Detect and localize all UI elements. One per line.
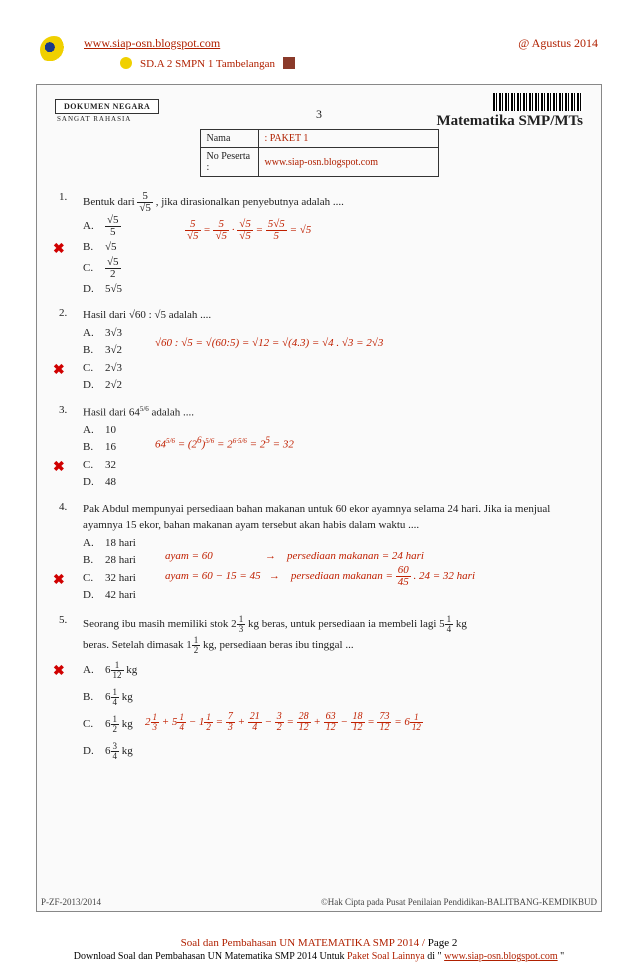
q3-exp: 5/6 [140, 405, 149, 413]
q4-solution: ayam = 60 → persediaan makanan = 24 hari… [165, 547, 475, 589]
identity-table: Nama : PAKET 1 No Peserta : www.siap-osn… [200, 129, 439, 177]
decoration-icon [283, 57, 295, 69]
q1-stem-b: , jika dirasionalkan penyebutnya adalah … [156, 196, 344, 208]
q3-stem-a: Hasil dari 64 [83, 406, 140, 418]
opt-C: C.√52 [83, 257, 583, 280]
bullet-icon [120, 57, 132, 69]
q2-stem: Hasil dari √60 : √5 adalah .... [83, 309, 211, 321]
footer-left: P-ZF-2013/2014 [41, 897, 101, 907]
opt-A: ✖A.6112 kg [83, 661, 583, 680]
x-mark-icon: ✖ [53, 360, 65, 381]
opt-D: D.5√5 [83, 281, 583, 298]
opt-D: D.634 kg [83, 742, 583, 761]
footer-title: Soal dan Pembahasan UN MATEMATIKA SMP 20… [181, 937, 425, 949]
q-number: 5. [59, 614, 67, 626]
question-5: 5. Seorang ibu masih memiliki stok 213 k… [55, 614, 583, 762]
q-body: Pak Abdul mempunyai persediaan bahan mak… [83, 501, 583, 604]
document-badge: DOKUMEN NEGARA [55, 99, 159, 114]
q-body: Bentuk dari 5√5 , jika dirasionalkan pen… [83, 191, 583, 297]
question-3: 3. Hasil dari 645/6 adalah .... A.10 B.1… [55, 404, 583, 491]
x-mark-icon: ✖ [53, 457, 65, 478]
x-mark-icon: ✖ [53, 570, 65, 591]
footer-line-2: Download Soal dan Pembahasan UN Matemati… [0, 951, 638, 962]
q-body: Hasil dari √60 : √5 adalah .... A.3√3 B.… [83, 307, 583, 394]
q-body: Hasil dari 645/6 adalah .... A.10 B.16 ✖… [83, 404, 583, 491]
question-2: 2. Hasil dari √60 : √5 adalah .... A.3√3… [55, 307, 583, 394]
document-footer: Soal dan Pembahasan UN MATEMATIKA SMP 20… [0, 937, 638, 962]
header-url: www.siap-osn.blogspot.com [84, 36, 220, 50]
q2-solution: √60 : √5 = √(60:5) = √12 = √(4.3) = √4 .… [155, 335, 383, 352]
page-footer: P-ZF-2013/2014 ©Hak Cipta pada Pusat Pen… [37, 897, 601, 907]
subject-title: Matematika SMP/MTs [436, 113, 583, 130]
page-number: 3 [316, 107, 322, 122]
scanned-page: DOKUMEN NEGARA SANGAT RAHASIA 3 Matemati… [36, 84, 602, 912]
q5-solution: 213 + 514 − 112 = 73 + 214 − 32 = 2812 +… [145, 712, 423, 733]
footer-right: ©Hak Cipta pada Pusat Penilaian Pendidik… [321, 897, 597, 907]
q3-stem-b: adalah .... [149, 406, 194, 418]
question-4: 4. Pak Abdul mempunyai persediaan bahan … [55, 501, 583, 604]
q3-solution: 645/6 = (26)5/6 = 26·5/6 = 25 = 32 [155, 434, 294, 453]
opt-D: D.42 hari [83, 587, 583, 604]
nopeserta-value: www.siap-osn.blogspot.com [265, 157, 379, 168]
footer-url: www.siap-osn.blogspot.com [444, 951, 558, 962]
question-1: 1. Bentuk dari 5√5 , jika dirasionalkan … [55, 191, 583, 297]
opt-D: D.2√2 [83, 377, 583, 394]
opt-A: A.√55 [83, 215, 583, 238]
opt-B: B.614 kg [83, 688, 583, 707]
footer-dl-c: di " [425, 951, 444, 962]
q1-solution: 5√5 = 5√5 · √5√5 = 5√55 = √5 [185, 219, 311, 242]
footer-line-1: Soal dan Pembahasan UN MATEMATIKA SMP 20… [0, 937, 638, 949]
school-label: SD.A 2 SMPN 1 Tambelangan [140, 58, 275, 70]
nama-label: Nama [200, 130, 258, 148]
opt-D: D.48 [83, 474, 583, 491]
x-mark-icon: ✖ [53, 239, 65, 260]
paket-value: : PAKET 1 [265, 133, 309, 144]
opt-C: ✖C.2√3 [83, 360, 583, 377]
footer-dl-a: Download Soal dan Pembahasan UN Matemati… [74, 951, 347, 962]
x-mark-icon: ✖ [53, 661, 65, 682]
barcode-icon [493, 93, 583, 111]
footer-dl-e: " [558, 951, 565, 962]
opt-B: ✖B.√5 [83, 239, 583, 256]
q1-fraction: 5√5 [137, 191, 153, 214]
q-number: 2. [59, 307, 67, 319]
q5-stem: Seorang ibu masih memiliki stok 213 kg b… [83, 614, 583, 656]
page-header: www.siap-osn.blogspot.com @ Agustus 2014… [0, 0, 638, 78]
opt-C: ✖C.32 [83, 457, 583, 474]
q1-stem-a: Bentuk dari [83, 196, 137, 208]
sub-header: SD.A 2 SMPN 1 Tambelangan [120, 54, 598, 72]
site-logo-icon [40, 36, 68, 64]
q-body: Seorang ibu masih memiliki stok 213 kg b… [83, 614, 583, 762]
header-date: @ Agustus 2014 [518, 36, 598, 51]
footer-dl-b: Paket Soal Lainnya [347, 951, 425, 962]
q-number: 1. [59, 191, 67, 203]
q4-stem: Pak Abdul mempunyai persediaan bahan mak… [83, 503, 550, 532]
footer-page: Page 2 [428, 937, 458, 949]
q-number: 3. [59, 404, 67, 416]
nopeserta-label: No Peserta : [200, 148, 258, 177]
q-number: 4. [59, 501, 67, 513]
question-list: 1. Bentuk dari 5√5 , jika dirasionalkan … [55, 191, 583, 761]
